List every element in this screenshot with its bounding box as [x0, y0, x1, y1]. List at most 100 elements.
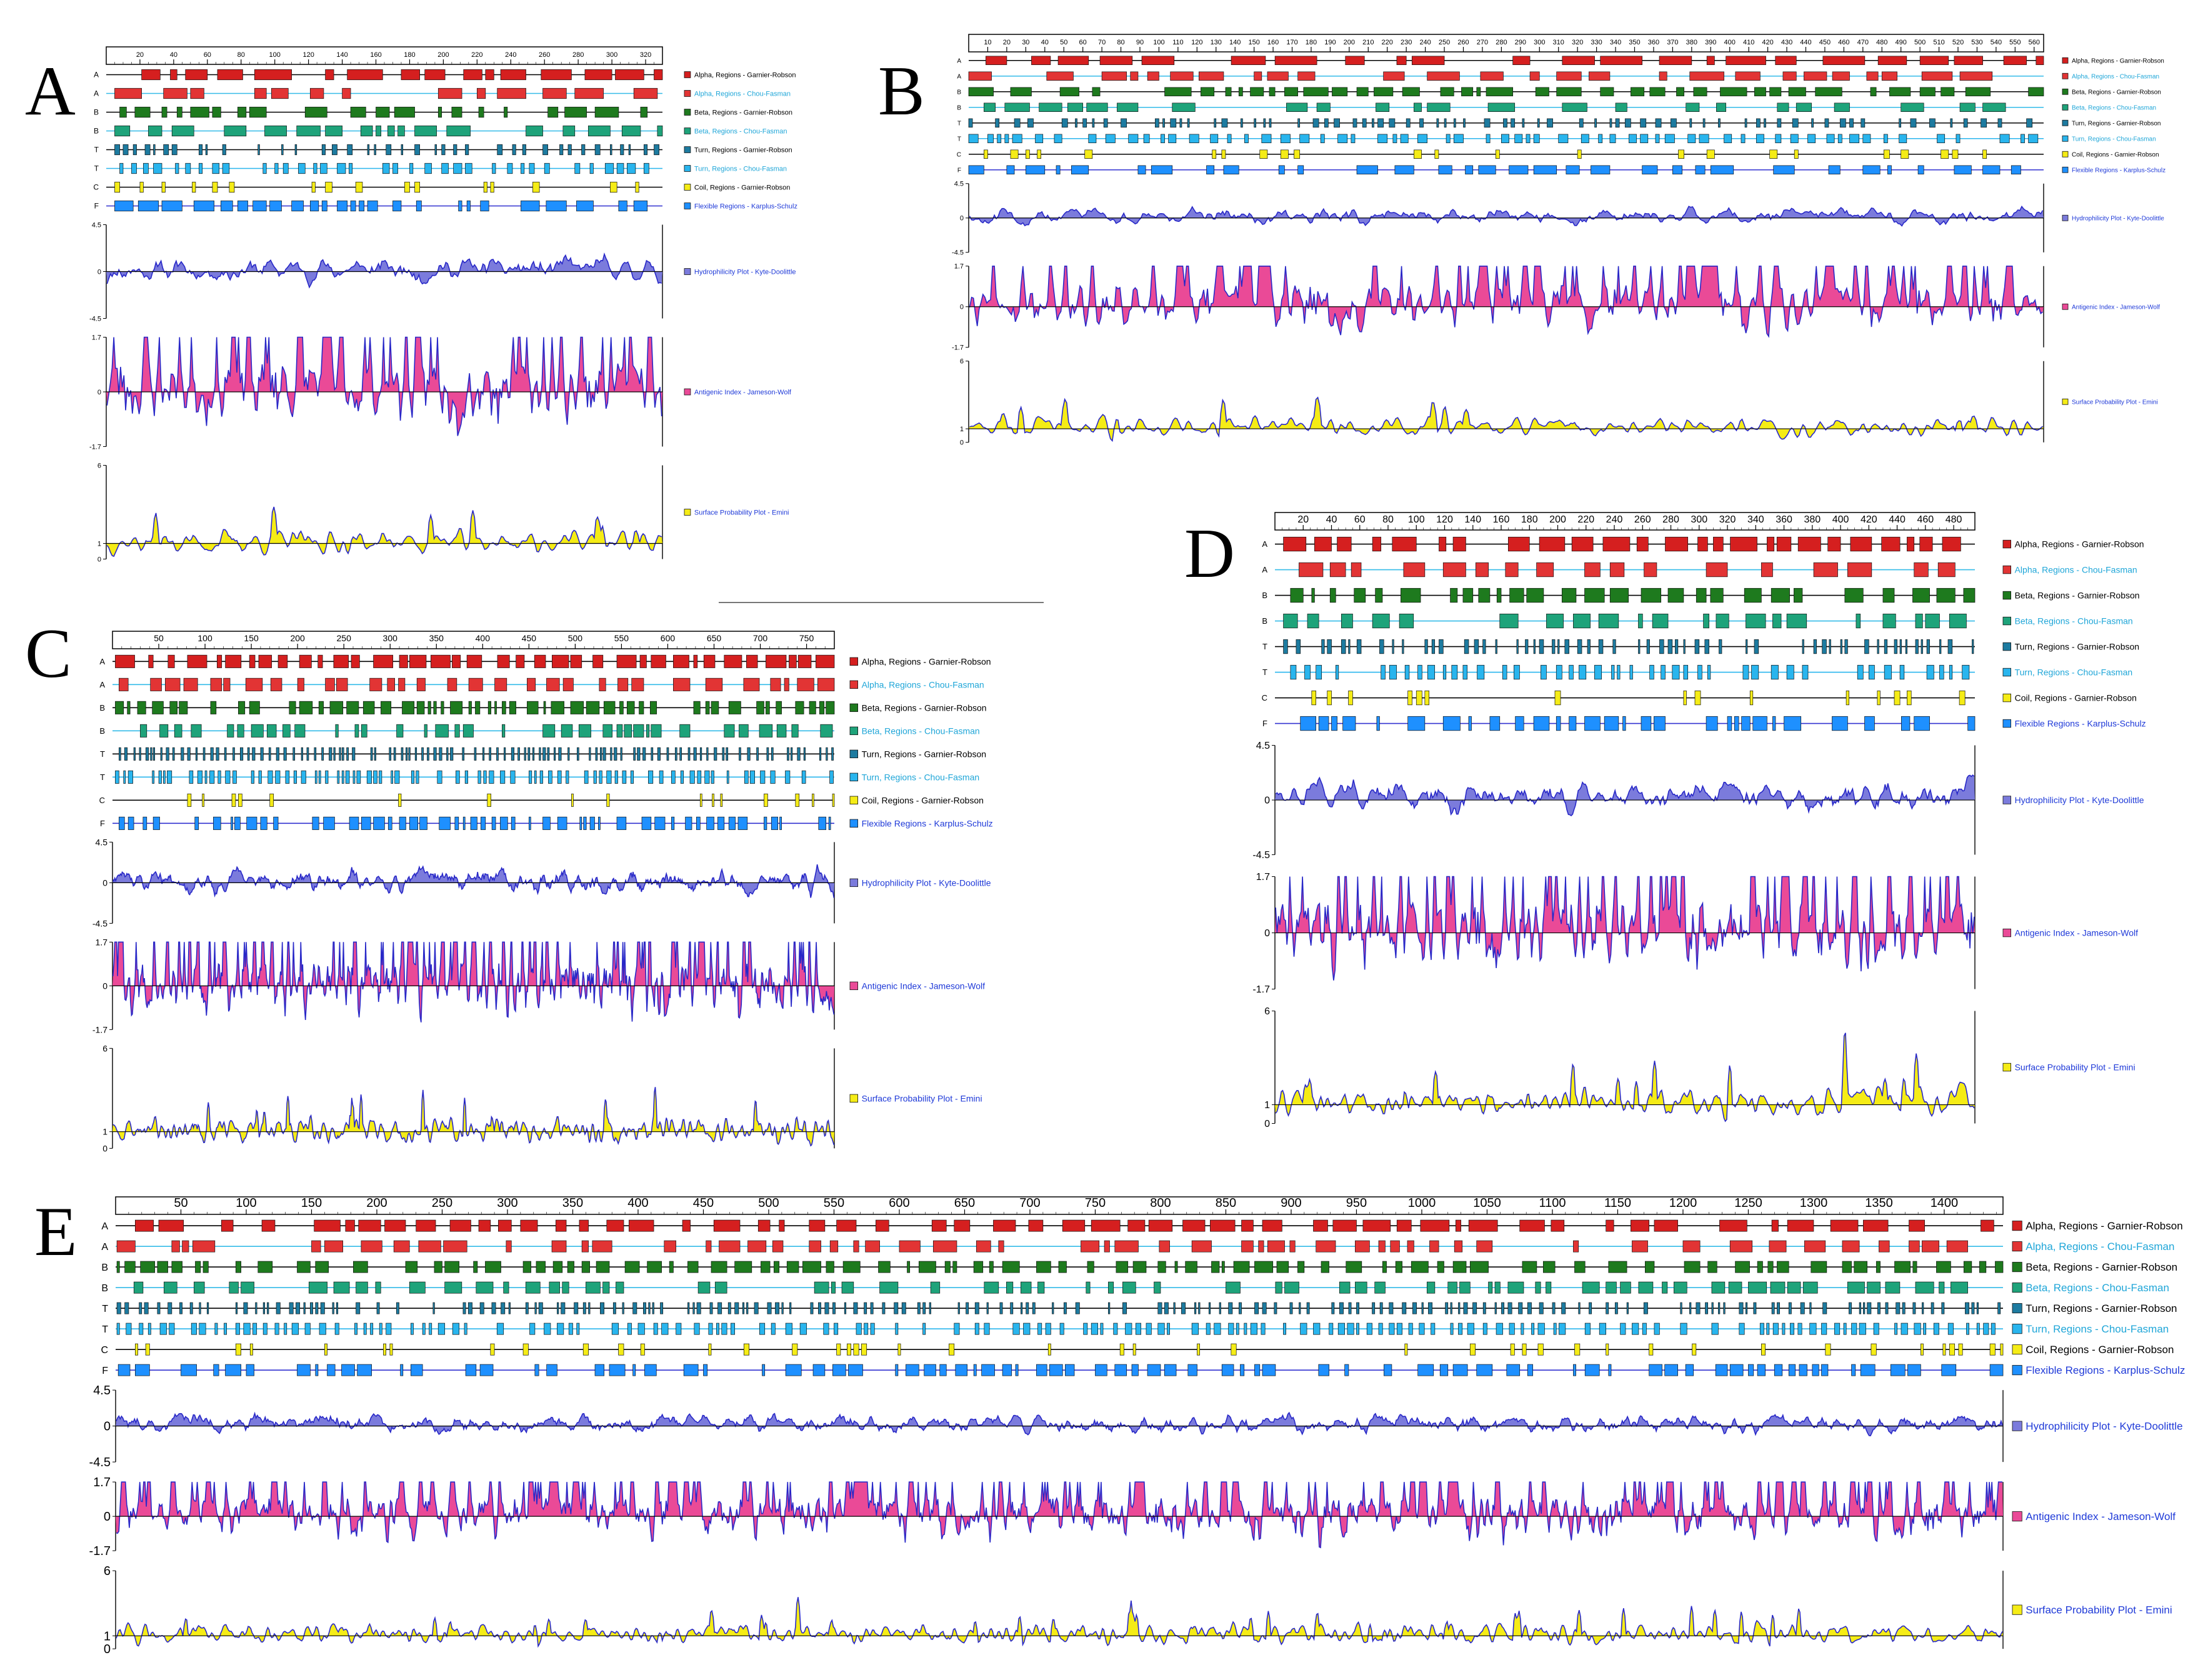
track-letter: T — [957, 120, 961, 127]
region-block — [944, 1261, 951, 1273]
region-block — [212, 106, 221, 118]
region-block — [1103, 118, 1108, 128]
region-block — [697, 1281, 711, 1294]
region-block — [1121, 118, 1127, 128]
region-block — [522, 1261, 531, 1273]
region-block — [1640, 134, 1649, 143]
region-block — [1920, 1343, 1924, 1356]
region-block — [294, 144, 297, 156]
region-block — [831, 1281, 836, 1294]
region-block — [1378, 1322, 1383, 1335]
region-block — [1931, 1302, 1934, 1314]
ruler-tick-label: 410 — [1743, 39, 1754, 46]
ruler-tick-label: 500 — [1914, 39, 1926, 46]
region-block — [525, 1302, 529, 1314]
region-block — [1705, 1302, 1709, 1314]
region-block — [615, 69, 644, 81]
region-block — [542, 88, 567, 99]
region-block — [861, 1343, 867, 1356]
region-block — [895, 1322, 899, 1335]
region-block — [1450, 1302, 1452, 1314]
region-block — [802, 1261, 821, 1273]
y-tick-label: 6 — [104, 1564, 111, 1578]
region-block — [1901, 102, 1924, 112]
region-block — [1715, 1364, 1728, 1376]
region-block — [281, 144, 284, 156]
region-block — [131, 162, 137, 174]
region-block — [1191, 1240, 1212, 1252]
region-block — [785, 1322, 792, 1335]
region-block — [1015, 1364, 1019, 1376]
region-block — [235, 1322, 240, 1335]
region-block — [906, 1364, 919, 1376]
region-block — [458, 200, 462, 212]
region-block — [622, 1302, 624, 1314]
region-block — [1711, 1322, 1719, 1335]
region-block — [148, 654, 154, 668]
hydro-area — [106, 254, 662, 288]
region-block — [1452, 1364, 1468, 1376]
region-block — [1231, 1343, 1237, 1356]
region-block — [334, 1322, 339, 1335]
y-tick-label: 0 — [104, 1420, 111, 1434]
region-block — [643, 144, 648, 156]
region-block — [929, 1302, 931, 1314]
ruler-tick-label: 750 — [799, 633, 814, 643]
region-block — [1031, 56, 1051, 65]
region-block — [157, 1302, 161, 1314]
region-block — [931, 1219, 947, 1232]
track-1: A — [99, 654, 835, 668]
region-block — [1004, 134, 1009, 143]
region-block — [957, 1302, 960, 1314]
region-block — [139, 181, 144, 193]
region-block — [161, 200, 182, 212]
region-block — [581, 1240, 589, 1252]
region-block — [148, 125, 162, 137]
region-block — [1095, 1364, 1107, 1376]
region-block — [1348, 1302, 1352, 1314]
region-block — [1680, 1322, 1687, 1335]
region-block — [987, 134, 994, 143]
region-block — [1010, 1302, 1014, 1314]
region-block — [140, 1261, 156, 1273]
region-block — [1923, 1322, 1927, 1335]
track-letter: T — [102, 1304, 108, 1314]
ruler-tick-label: 360 — [1648, 39, 1659, 46]
ruler-tick-label: 1200 — [1669, 1196, 1697, 1210]
region-block — [767, 1302, 772, 1314]
region-block — [1486, 134, 1491, 143]
region-block — [544, 162, 550, 174]
region-block — [297, 678, 304, 691]
region-block — [1912, 1302, 1916, 1314]
region-block — [1463, 118, 1466, 128]
track-8: F — [957, 165, 2044, 174]
region-block — [1890, 1364, 1906, 1376]
region-block — [237, 106, 247, 118]
track-2: A — [99, 678, 835, 691]
region-block — [116, 1261, 120, 1273]
antigenic-plot: 1.70-1.7 — [89, 1476, 2004, 1558]
region-block — [422, 1322, 426, 1335]
legend-label: Surface Probability Plot - Emini — [2072, 399, 2158, 406]
region-block — [1770, 1281, 1786, 1294]
region-block — [836, 1219, 857, 1232]
region-block — [1313, 1219, 1328, 1232]
region-block — [350, 200, 356, 212]
region-block — [444, 1281, 462, 1294]
region-block — [512, 144, 516, 156]
region-block — [210, 678, 222, 691]
region-block — [1372, 118, 1374, 128]
region-block — [1482, 1322, 1487, 1335]
antigenic-area — [969, 266, 2044, 337]
region-block — [1214, 1322, 1221, 1335]
region-block — [708, 1322, 713, 1335]
region-block — [325, 69, 334, 81]
region-block — [1331, 1302, 1335, 1314]
y-tick-label: 4.5 — [954, 181, 964, 188]
region-block — [1394, 165, 1414, 174]
ruler-tick-label: 350 — [1629, 39, 1640, 46]
region-block — [376, 106, 390, 118]
region-block — [648, 1302, 651, 1314]
region-block — [1680, 1302, 1682, 1314]
region-block — [1777, 1302, 1780, 1314]
